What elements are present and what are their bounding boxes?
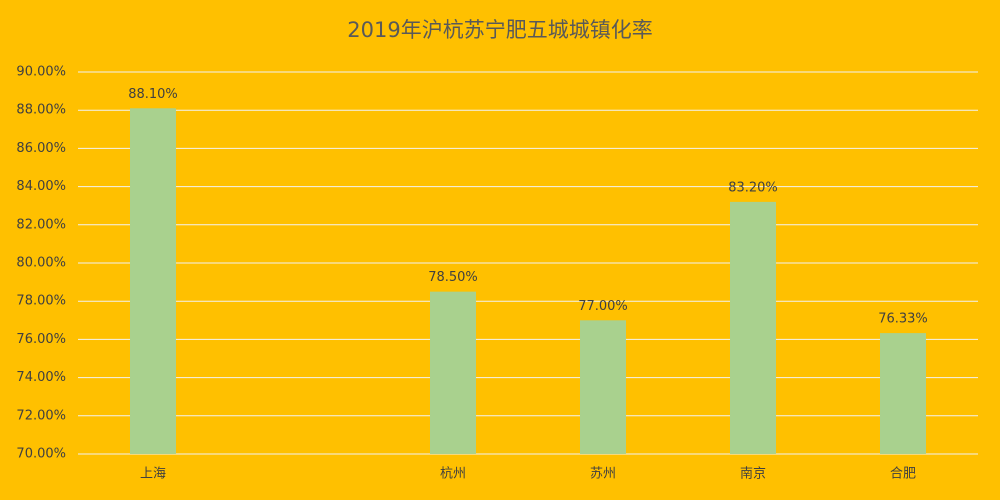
x-tick-label: 杭州 — [440, 467, 466, 482]
value-label: 88.10% — [128, 87, 178, 102]
y-tick-label: 70.00% — [16, 447, 66, 462]
y-tick-label: 76.00% — [16, 332, 66, 347]
bar — [430, 291, 476, 454]
y-tick-label: 88.00% — [16, 103, 66, 118]
value-label: 83.20% — [728, 180, 778, 195]
value-label: 78.50% — [428, 270, 478, 285]
value-label: 76.33% — [878, 312, 928, 327]
value-label: 77.00% — [578, 299, 628, 314]
bar — [580, 320, 626, 454]
bar — [130, 108, 176, 454]
bar — [880, 333, 926, 454]
bar — [730, 201, 776, 454]
y-tick-label: 86.00% — [16, 141, 66, 156]
x-tick-label: 苏州 — [590, 466, 616, 482]
y-tick-label: 82.00% — [16, 217, 66, 232]
y-tick-label: 78.00% — [16, 294, 66, 309]
x-tick-label: 上海 — [140, 467, 166, 482]
y-tick-label: 72.00% — [16, 408, 66, 423]
y-tick-label: 84.00% — [16, 179, 66, 194]
y-tick-label: 80.00% — [16, 256, 66, 271]
y-tick-label: 90.00% — [16, 65, 66, 80]
x-tick-label: 合肥 — [890, 467, 916, 482]
y-tick-label: 74.00% — [16, 370, 66, 385]
chart-title: 2019年沪杭苏宁肥五城城镇化率 — [347, 18, 652, 42]
x-tick-label: 南京 — [740, 466, 766, 482]
